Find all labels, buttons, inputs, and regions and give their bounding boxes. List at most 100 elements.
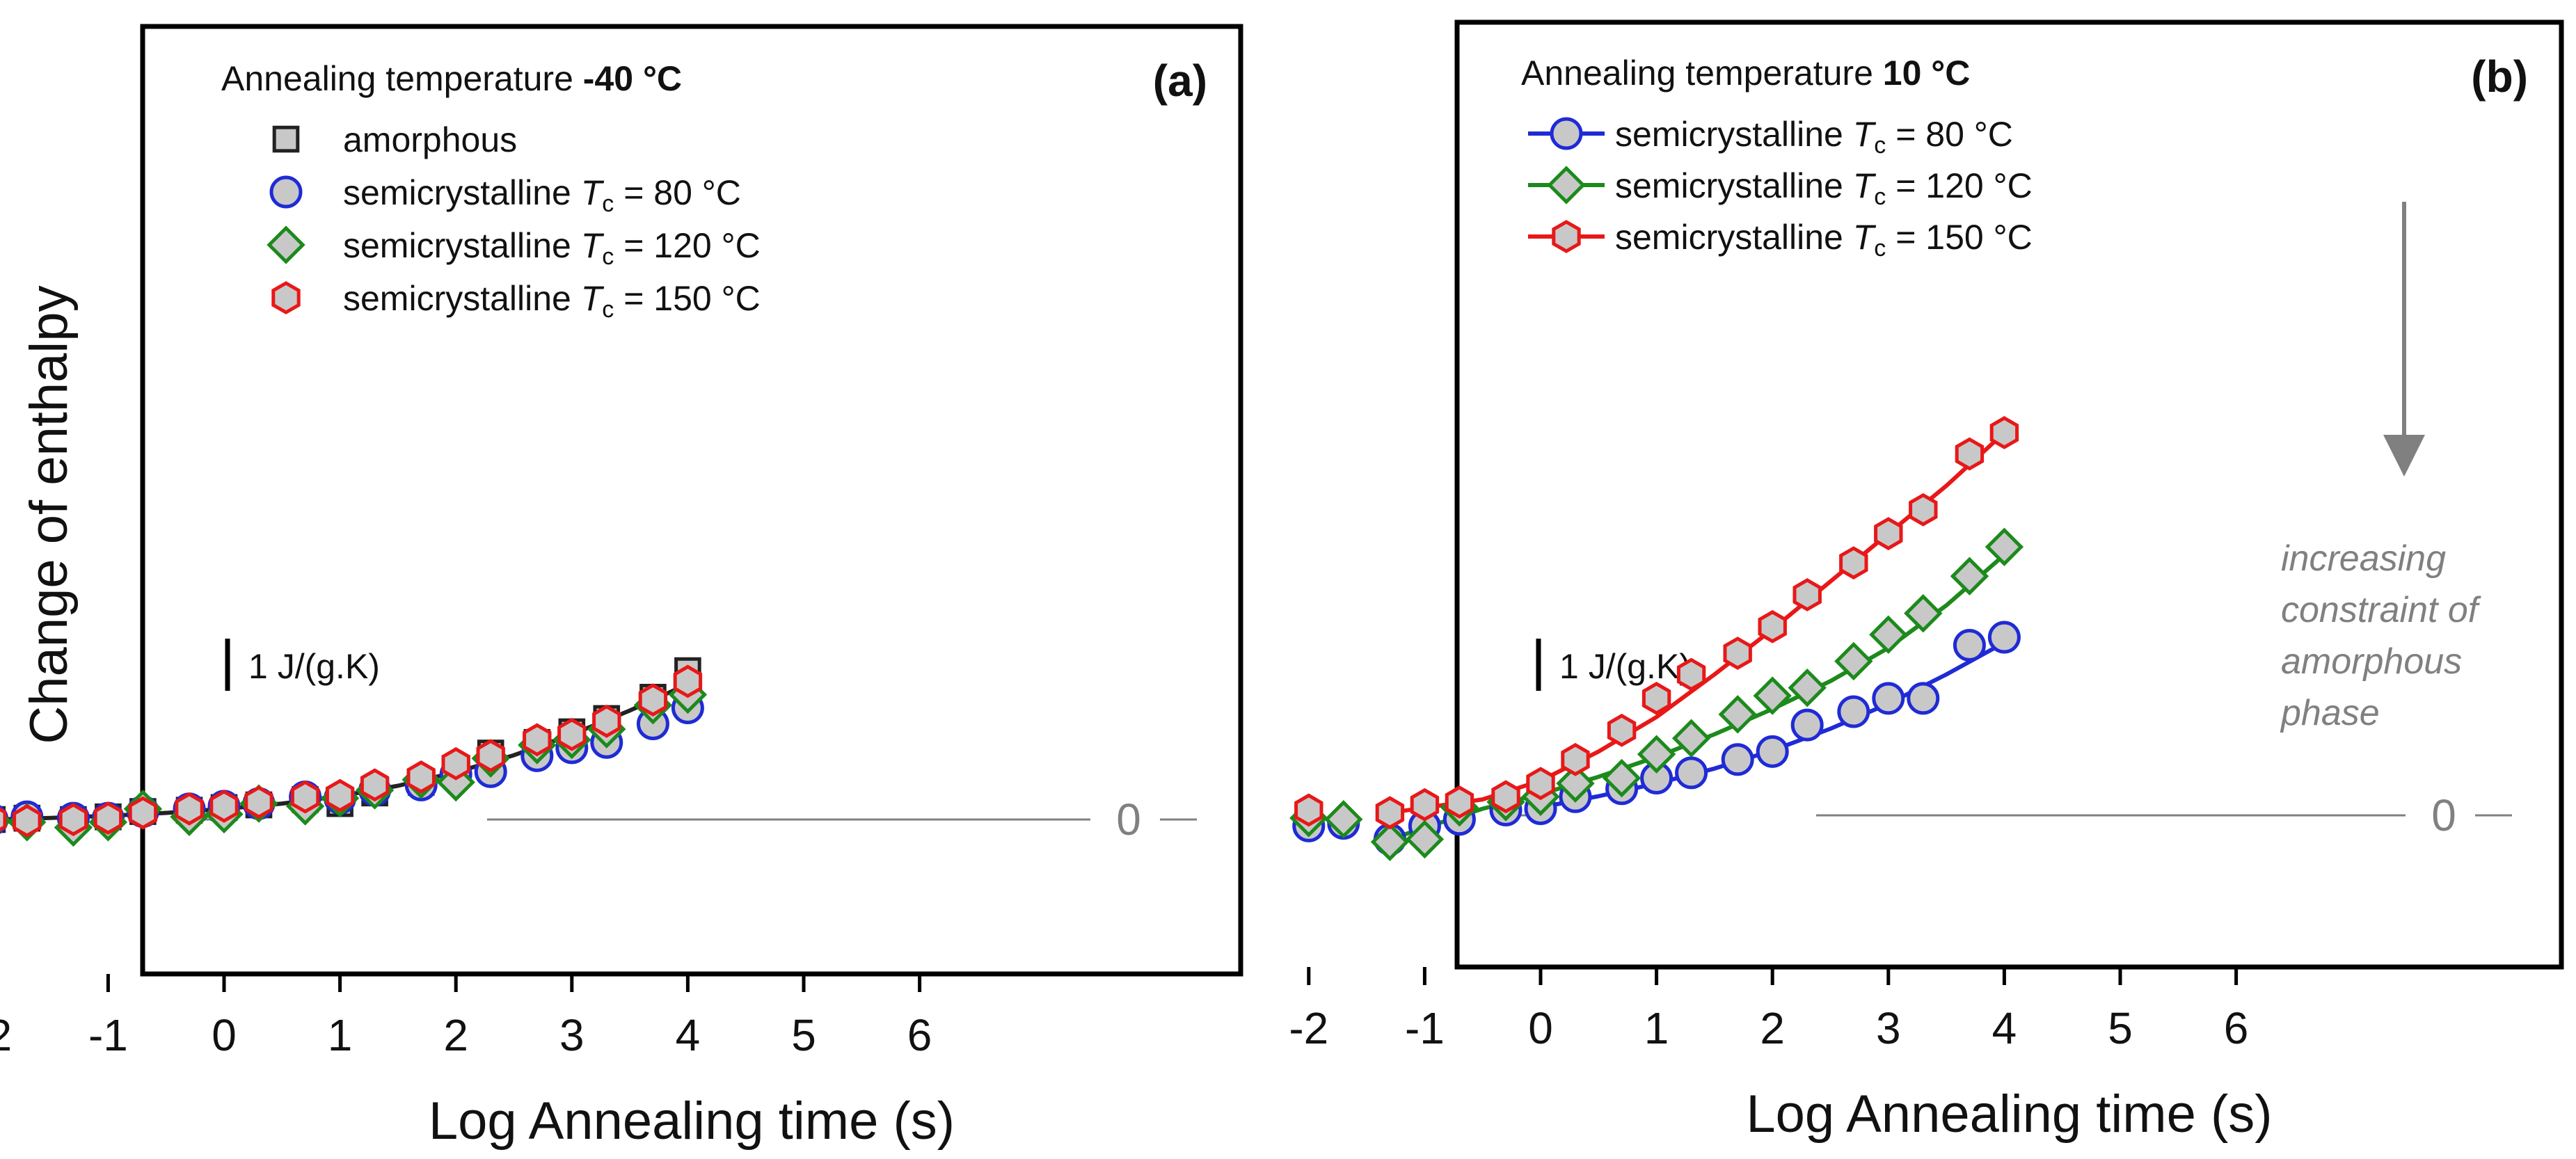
legend-title: Annealing temperature -40 °C: [221, 59, 682, 98]
data-point: [1561, 742, 1590, 776]
data-point: [1950, 557, 1989, 596]
data-point: [1718, 695, 1757, 734]
data-point: [1792, 578, 1822, 612]
data-point: [1375, 796, 1405, 830]
scale-bar-label: 1 J/(g.K): [248, 647, 380, 686]
data-point: [1837, 695, 1870, 728]
data-point: [1641, 682, 1671, 715]
data-point: [557, 717, 587, 751]
y-axis-title: Change of enthalpy: [19, 285, 79, 744]
legend-label: semicrystalline Tc = 80 °C: [1615, 115, 2013, 159]
x-tick-label: -2: [1289, 1003, 1328, 1053]
legend-marker: [269, 175, 303, 209]
fit-line-tc150: [1389, 431, 2006, 815]
data-point: [1294, 793, 1323, 827]
legend-marker: [271, 281, 301, 314]
data-point: [1405, 820, 1445, 859]
data-point: [128, 796, 158, 830]
data-point: [1676, 657, 1706, 692]
legend-label: semicrystalline Tc = 120 °C: [343, 226, 761, 270]
data-point: [1987, 621, 2021, 654]
data-point: [1907, 682, 1940, 715]
legend-entry: semicrystalline Tc = 80 °C: [269, 173, 741, 217]
plot-frame: [1454, 19, 2564, 970]
data-point: [1526, 767, 1555, 801]
data-point: [673, 664, 703, 698]
data-point: [1753, 676, 1792, 715]
data-point: [638, 683, 668, 717]
annotation-line: constraint of: [2281, 590, 2481, 630]
legend-entry: semicrystalline Tc = 150 °C: [271, 279, 761, 323]
x-tick-label: 6: [907, 1010, 932, 1060]
data-point: [1872, 682, 1905, 715]
data-point: [325, 778, 355, 813]
x-tick-label: 5: [791, 1010, 816, 1060]
data-point: [1839, 546, 1868, 580]
x-tick-label: 2: [443, 1010, 468, 1060]
legend-entry: semicrystalline Tc = 150 °C: [1528, 218, 2033, 262]
x-tick-label: 1: [328, 1010, 353, 1060]
data-point: [1834, 641, 1873, 681]
legend-label: amorphous: [343, 120, 517, 159]
legend-marker: [1550, 117, 1583, 150]
panel-a: -2 -1 0 1 2 3 4 5 6 Log Annealing time (s) 0 1 J/(g…: [0, 24, 1243, 1151]
data-point: [523, 723, 552, 757]
data-point: [476, 739, 505, 773]
legend-entry: amorphous: [272, 120, 517, 159]
data-point: [1874, 517, 1903, 550]
x-tick-label: 1: [1644, 1003, 1669, 1053]
x-tick-label: -1: [88, 1010, 128, 1060]
data-point: [1675, 756, 1708, 790]
data-point: [360, 768, 390, 802]
data-point: [1788, 668, 1827, 708]
data-point: [1758, 609, 1787, 644]
x-tick-label: 6: [2224, 1003, 2249, 1053]
data-point: [1955, 437, 1985, 471]
data-point: [1671, 719, 1711, 758]
data-point: [1410, 788, 1440, 822]
legend-entry: semicrystalline Tc = 80 °C: [1528, 115, 2013, 159]
legend-marker: [267, 225, 305, 264]
zero-label: 0: [1116, 794, 1141, 845]
panel-label: (b): [2471, 51, 2528, 102]
data-point: [290, 780, 320, 814]
annotation-line: increasing: [2281, 538, 2446, 579]
data-point: [58, 803, 88, 836]
x-tick-label: 3: [1876, 1003, 1901, 1053]
data-point: [0, 807, 7, 832]
legend-label: semicrystalline Tc = 80 °C: [343, 173, 741, 217]
x-tick-label: 4: [676, 1010, 701, 1060]
legend-label: semicrystalline Tc = 150 °C: [343, 279, 761, 323]
x-tick-label: -2: [0, 1010, 12, 1060]
data-point: [1953, 629, 1986, 662]
x-tick-label: 5: [2108, 1003, 2133, 1053]
panel-label: (a): [1153, 56, 1207, 106]
scale-bar-label: 1 J/(g.K): [1559, 647, 1691, 686]
legend-title: Annealing temperature 10 °C: [1521, 54, 1970, 93]
data-point: [1721, 743, 1754, 776]
x-tick-label: 3: [559, 1010, 585, 1060]
plot-frame: [140, 24, 1243, 977]
panel-b: -2 -1 0 1 2 3 4 5 6 Log Annealing time (s) 0 1 J/(g…: [1289, 19, 2564, 1144]
annotation-line: phase: [2280, 693, 2380, 733]
legend-entry: semicrystalline Tc = 120 °C: [1528, 166, 2033, 210]
data-point: [1756, 735, 1789, 768]
down-arrow-icon: [2383, 435, 2425, 477]
x-tick-label: -1: [1405, 1003, 1445, 1053]
series-tc150: [1294, 416, 2019, 830]
x-tick-label: 0: [1528, 1003, 1553, 1053]
x-tick-label: 2: [1760, 1003, 1785, 1053]
x-tick-label: 0: [212, 1010, 237, 1060]
legend-marker: [1547, 166, 1586, 205]
data-point: [175, 792, 204, 826]
series-tc150: [0, 664, 703, 838]
x-axis-title: Log Annealing time (s): [1746, 1085, 2272, 1144]
legend-marker: [1552, 220, 1581, 253]
data-point: [209, 790, 239, 823]
data-point: [1909, 493, 1938, 527]
data-point: [1985, 527, 2024, 566]
data-point: [1790, 708, 1824, 742]
data-point: [406, 760, 436, 794]
data-point: [13, 804, 42, 838]
